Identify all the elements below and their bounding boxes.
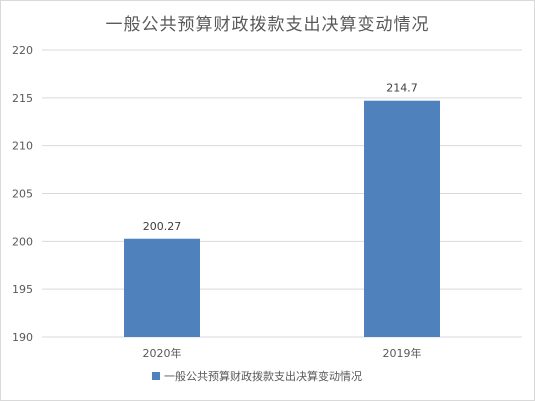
x-tick-label: 2019年 <box>383 346 422 360</box>
y-tick-label: 200 <box>12 235 33 248</box>
chart-title: 一般公共预算财政拨款支出决算变动情况 <box>105 15 430 35</box>
y-tick-label: 205 <box>12 188 33 201</box>
bar <box>124 238 200 337</box>
data-label: 200.27 <box>143 220 182 233</box>
legend-label: 一般公共预算财政拨款支出决算变动情况 <box>164 369 362 383</box>
x-tick-label: 2020年 <box>143 346 182 360</box>
y-tick-label: 190 <box>12 331 33 344</box>
y-tick-label: 195 <box>12 283 33 296</box>
legend-swatch <box>152 372 160 380</box>
data-label: 214.7 <box>386 82 418 95</box>
y-tick-label: 220 <box>12 44 33 57</box>
y-tick-label: 215 <box>12 92 33 105</box>
y-tick-label: 210 <box>12 140 33 153</box>
bar <box>364 100 440 337</box>
